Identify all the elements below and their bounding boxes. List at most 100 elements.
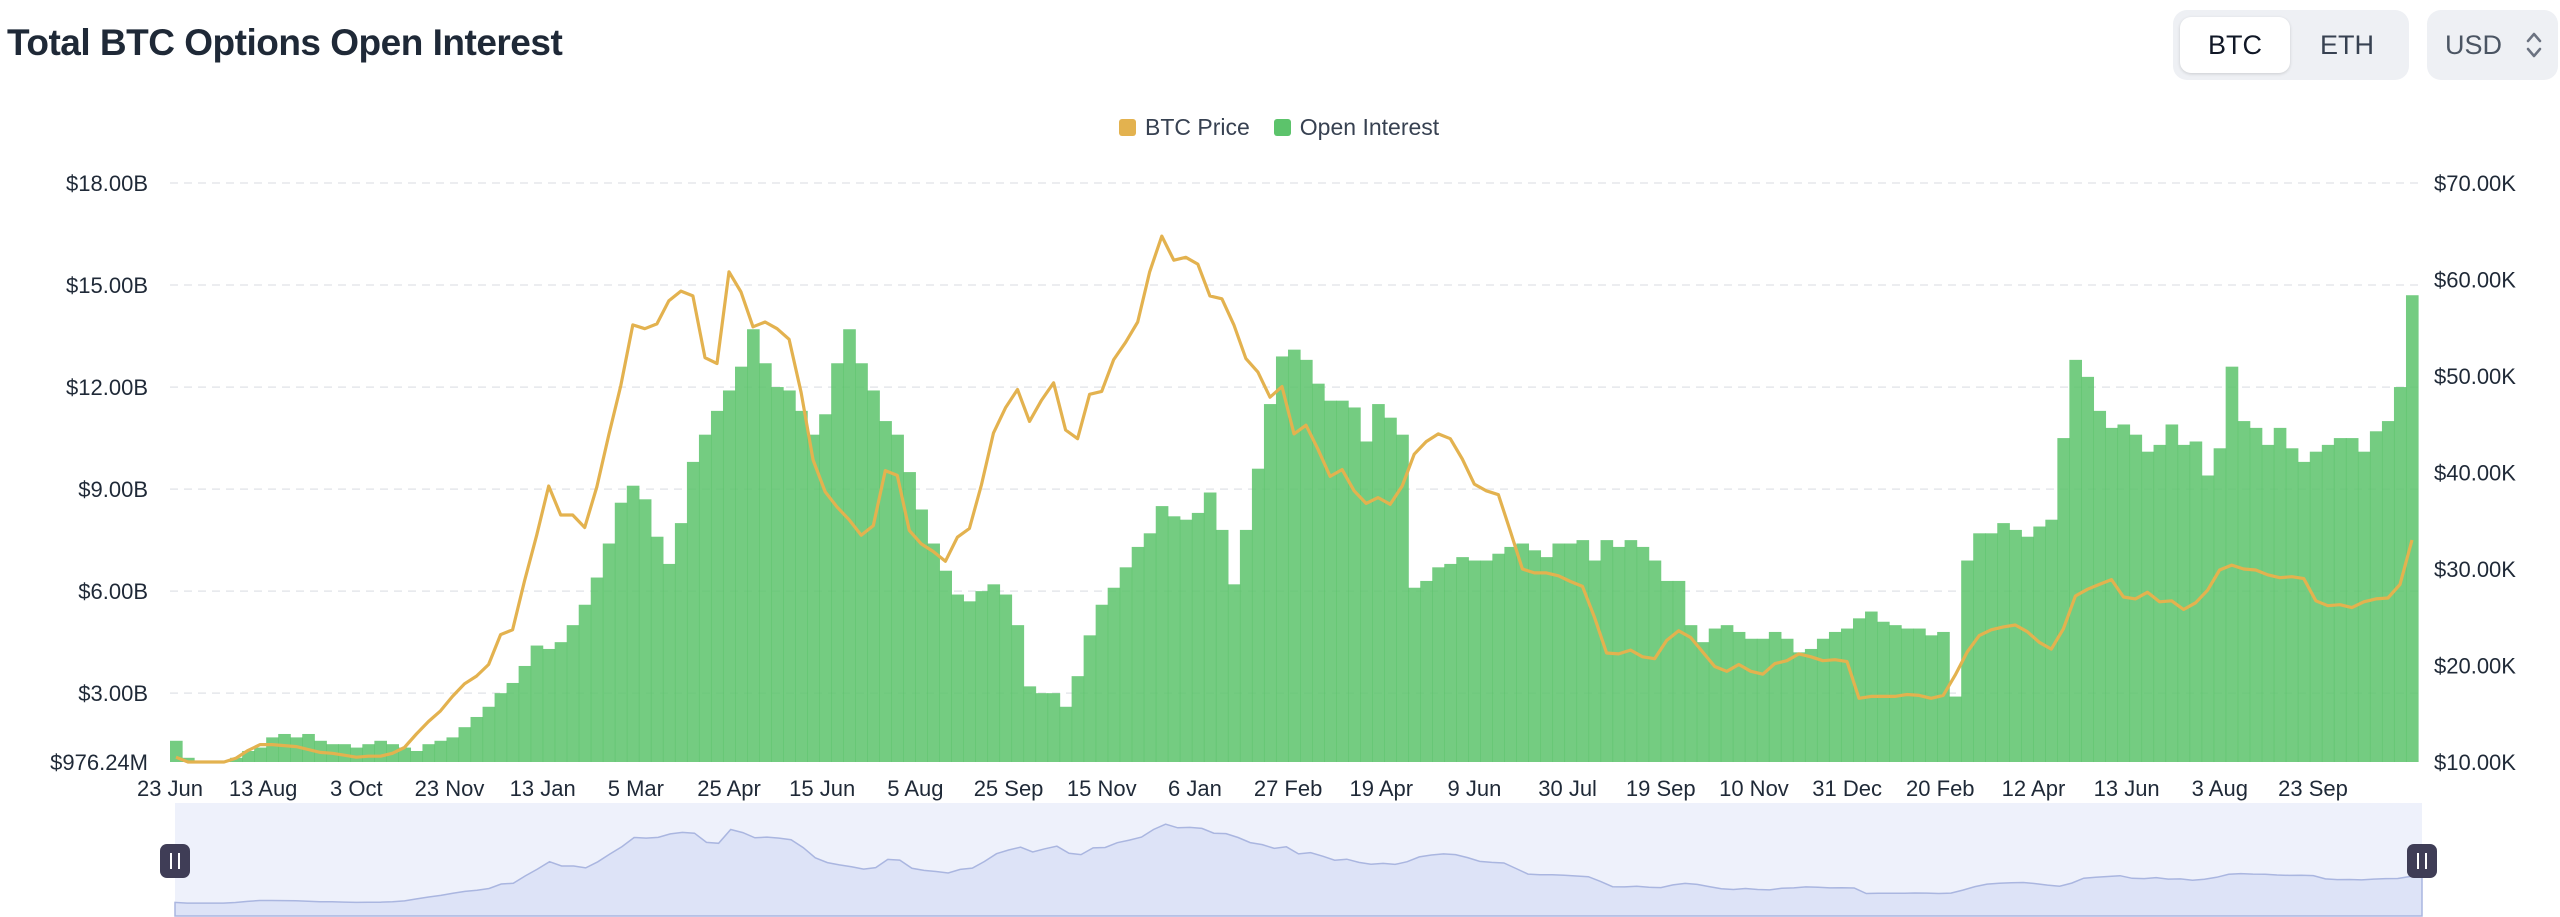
open-interest-bar[interactable]	[1251, 468, 1265, 762]
open-interest-bar[interactable]	[819, 414, 832, 762]
open-interest-bar[interactable]	[1456, 557, 1469, 762]
open-interest-bar[interactable]	[987, 584, 1001, 762]
open-interest-bar[interactable]	[807, 434, 820, 762]
open-interest-bar[interactable]	[1516, 543, 1530, 762]
open-interest-bar[interactable]	[927, 543, 940, 762]
open-interest-bar[interactable]	[1985, 533, 1998, 762]
open-interest-bar[interactable]	[1035, 693, 1049, 762]
open-interest-bar[interactable]	[542, 648, 556, 762]
open-interest-bar[interactable]	[530, 645, 544, 762]
open-interest-bar[interactable]	[1408, 587, 1421, 762]
open-interest-bar[interactable]	[638, 499, 652, 762]
range-navigator[interactable]	[160, 803, 2437, 917]
open-interest-bar[interactable]	[1504, 546, 1517, 762]
open-interest-bar[interactable]	[1444, 563, 1457, 762]
open-interest-bar[interactable]	[939, 570, 952, 762]
open-interest-bar[interactable]	[1889, 625, 1902, 762]
open-interest-bar[interactable]	[2165, 424, 2179, 762]
open-interest-bar[interactable]	[1696, 642, 1710, 762]
open-interest-bar[interactable]	[422, 744, 436, 762]
open-interest-bar[interactable]	[1877, 621, 1890, 762]
open-interest-bar[interactable]	[482, 706, 496, 762]
open-interest-bar[interactable]	[903, 472, 916, 762]
open-interest-bar[interactable]	[759, 363, 772, 762]
open-interest-bar[interactable]	[278, 733, 291, 762]
open-interest-bar[interactable]	[1468, 560, 1481, 762]
open-interest-bar[interactable]	[1720, 625, 1734, 762]
open-interest-bar[interactable]	[1324, 400, 1337, 762]
open-interest-bar[interactable]	[1203, 492, 1217, 762]
open-interest-bar[interactable]	[1300, 359, 1313, 762]
open-interest-bar[interactable]	[1576, 540, 1590, 762]
open-interest-bar[interactable]	[1420, 580, 1433, 762]
open-interest-bar[interactable]	[230, 757, 243, 762]
open-interest-bar[interactable]	[963, 601, 977, 762]
open-interest-bar[interactable]	[2057, 438, 2070, 762]
open-interest-bar[interactable]	[2021, 536, 2034, 762]
open-interest-bar[interactable]	[1107, 587, 1121, 762]
open-interest-bar[interactable]	[374, 740, 387, 762]
open-interest-bar[interactable]	[747, 329, 760, 762]
open-interest-bar[interactable]	[2069, 359, 2083, 762]
open-interest-bar[interactable]	[735, 366, 748, 762]
legend-item-btc-price[interactable]: BTC Price	[1119, 114, 1250, 141]
open-interest-bar[interactable]	[1191, 512, 1205, 762]
open-interest-bar[interactable]	[1564, 543, 1578, 762]
open-interest-bar[interactable]	[2381, 421, 2395, 762]
open-interest-bar[interactable]	[614, 502, 628, 762]
open-interest-bar[interactable]	[1167, 516, 1181, 762]
currency-select[interactable]: USD	[2427, 10, 2558, 80]
open-interest-bar[interactable]	[170, 740, 183, 762]
open-interest-bar[interactable]	[398, 747, 412, 762]
open-interest-bar[interactable]	[1708, 628, 1722, 762]
open-interest-bar[interactable]	[662, 563, 676, 762]
open-interest-bar[interactable]	[1011, 625, 1025, 762]
open-interest-bar[interactable]	[1047, 693, 1061, 762]
open-interest-bar[interactable]	[506, 682, 520, 762]
open-interest-bar[interactable]	[1540, 557, 1554, 762]
open-interest-bar[interactable]	[783, 390, 796, 762]
open-interest-bar[interactable]	[698, 434, 712, 762]
open-interest-bar[interactable]	[1071, 676, 1085, 762]
open-interest-bar[interactable]	[1023, 686, 1037, 762]
open-interest-bar[interactable]	[650, 536, 664, 762]
open-interest-bar[interactable]	[2213, 448, 2227, 762]
open-interest-bar[interactable]	[1179, 519, 1193, 762]
open-interest-bar[interactable]	[2093, 410, 2107, 762]
legend-item-open-interest[interactable]: Open Interest	[1273, 114, 1439, 141]
open-interest-bar[interactable]	[1143, 533, 1157, 762]
open-interest-bar[interactable]	[1396, 434, 1409, 762]
open-interest-bar[interactable]	[843, 329, 856, 762]
open-interest-bar[interactable]	[2153, 444, 2167, 762]
open-interest-bar[interactable]	[2345, 438, 2359, 762]
open-interest-bar[interactable]	[2369, 431, 2383, 762]
open-interest-bar[interactable]	[554, 642, 568, 762]
open-interest-bar[interactable]	[1768, 631, 1782, 762]
open-interest-bar[interactable]	[674, 523, 688, 762]
open-interest-bar[interactable]	[458, 727, 472, 762]
open-interest-bar[interactable]	[2285, 448, 2299, 762]
open-interest-bar[interactable]	[2333, 438, 2347, 762]
open-interest-bar[interactable]	[1828, 631, 1842, 762]
open-interest-bar[interactable]	[1732, 631, 1746, 762]
open-interest-bar[interactable]	[1528, 550, 1542, 762]
open-interest-bar[interactable]	[1384, 417, 1397, 762]
open-interest-bar[interactable]	[1059, 706, 1073, 762]
open-interest-bar[interactable]	[2141, 451, 2155, 762]
open-interest-bar[interactable]	[434, 740, 448, 762]
open-interest-bar[interactable]	[999, 594, 1013, 762]
open-interest-bar[interactable]	[1780, 638, 1794, 762]
open-interest-bar[interactable]	[494, 693, 508, 762]
open-interest-bar[interactable]	[602, 543, 616, 762]
open-interest-bar[interactable]	[1155, 506, 1169, 762]
open-interest-bar[interactable]	[2045, 519, 2058, 762]
open-interest-bar[interactable]	[1215, 529, 1229, 762]
open-interest-bar[interactable]	[1131, 546, 1145, 762]
open-interest-bar[interactable]	[1744, 638, 1758, 762]
open-interest-bar[interactable]	[1095, 604, 1109, 762]
open-interest-bar[interactable]	[1865, 611, 1878, 762]
btc-tab[interactable]: BTC	[2180, 17, 2290, 73]
open-interest-bar[interactable]	[710, 410, 724, 762]
open-interest-bar[interactable]	[350, 747, 363, 762]
open-interest-bar[interactable]	[831, 363, 844, 762]
